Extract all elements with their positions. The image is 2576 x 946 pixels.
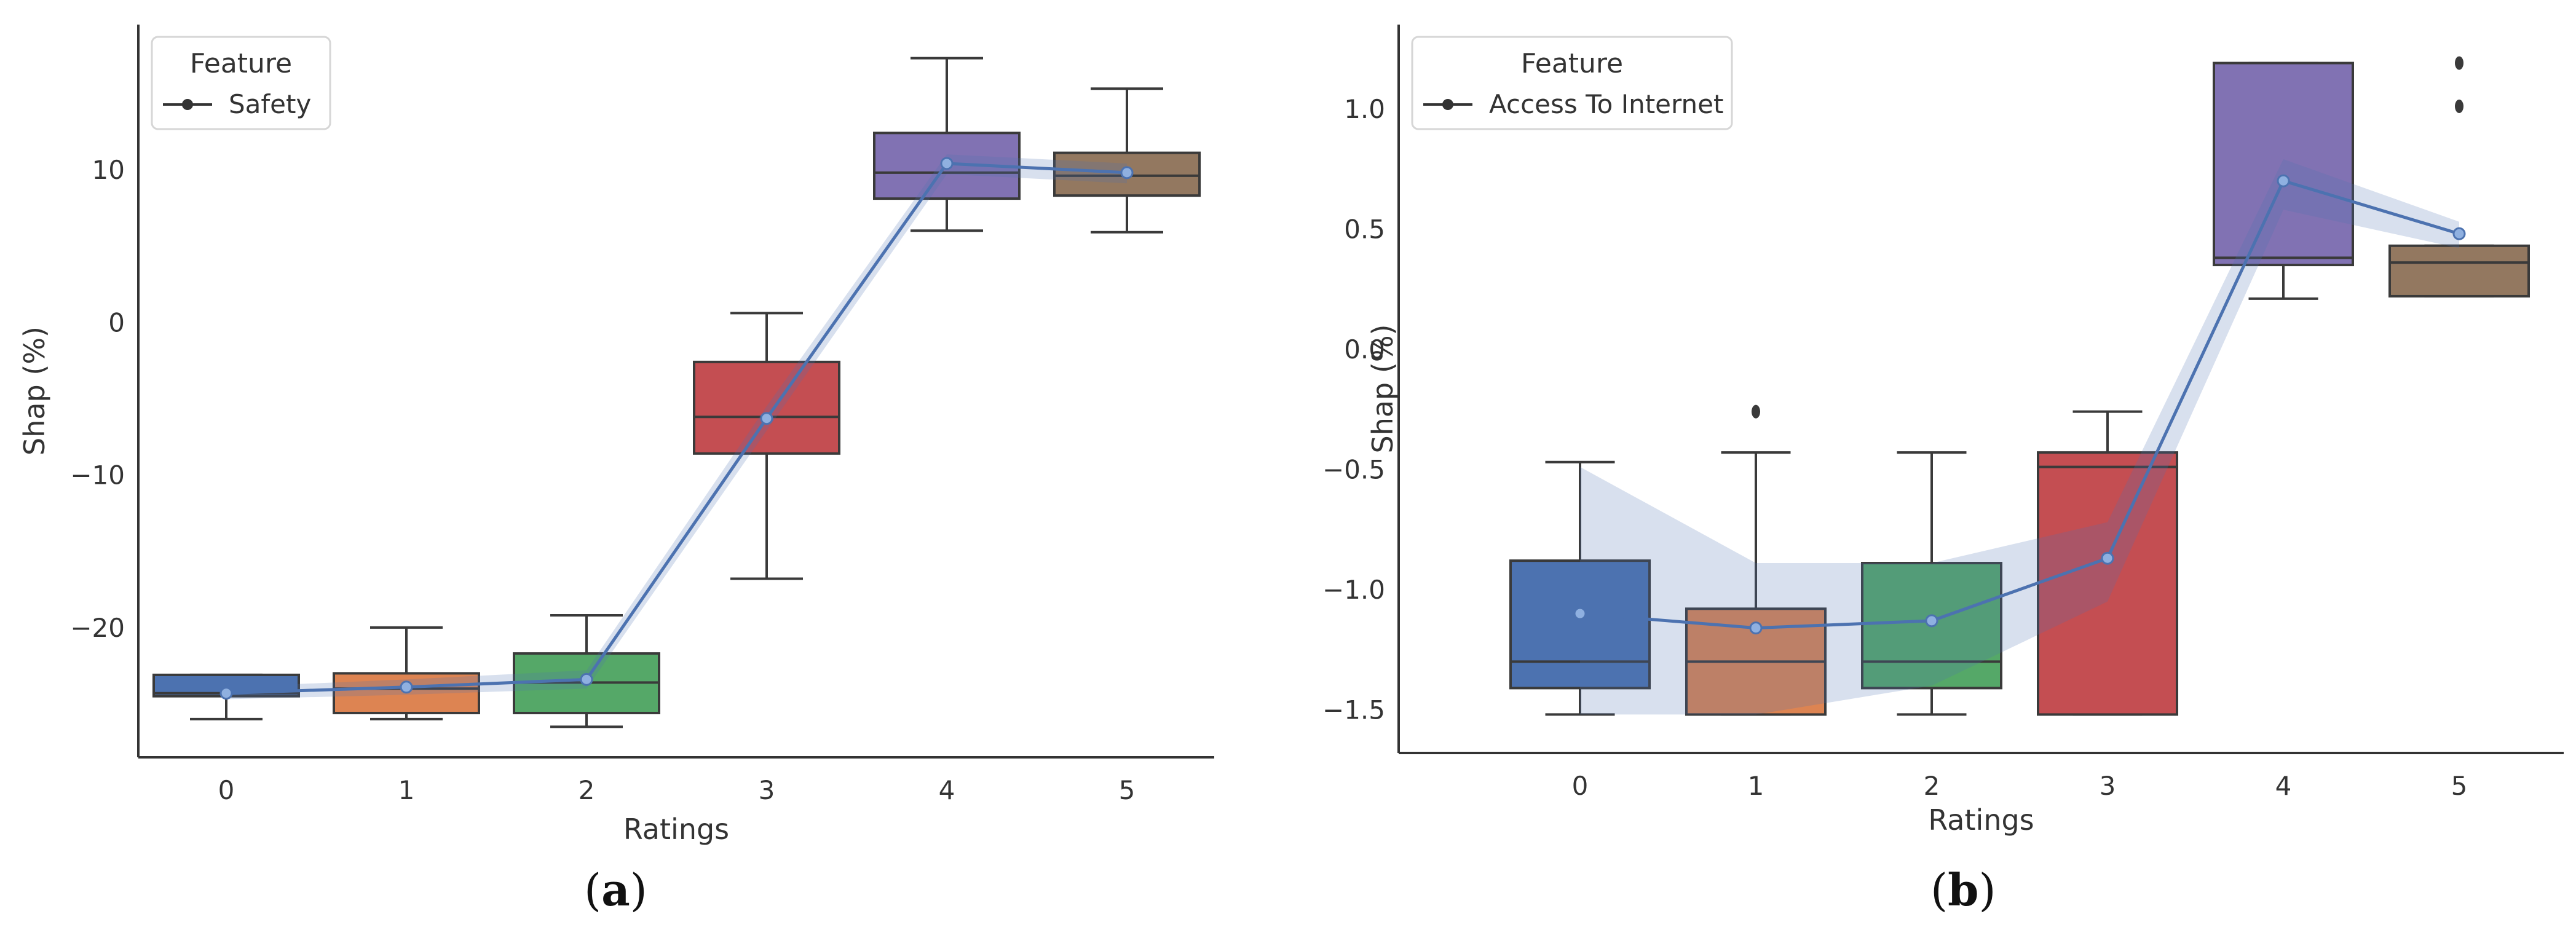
x-axis-title: Ratings <box>623 813 729 846</box>
x-tick-label: 3 <box>2100 771 2116 801</box>
mean-point <box>400 680 413 694</box>
y-tick-label: 0 <box>108 307 125 337</box>
legend-entry-label: Safety <box>229 89 311 119</box>
box-body <box>1053 151 1201 197</box>
y-tick-label: −1.0 <box>1322 575 1385 605</box>
y-tick-label: 0.0 <box>1344 334 1385 365</box>
legend-box <box>151 36 331 130</box>
box-1 <box>333 626 480 720</box>
mean-point <box>2277 174 2290 187</box>
x-tick-label: 2 <box>579 775 595 805</box>
box-4 <box>873 57 1021 232</box>
mean-point <box>580 672 593 686</box>
y-axis-title: Shap (%) <box>1366 325 1399 454</box>
mean-point <box>219 687 233 700</box>
mean-point <box>940 157 954 170</box>
y-tick-label: 10 <box>92 155 125 185</box>
legend-dot-marker <box>182 99 193 110</box>
x-tick-label: 3 <box>759 775 775 805</box>
caption-a: (a) <box>584 864 647 916</box>
y-tick-label: −20 <box>70 613 125 643</box>
box-body <box>2037 451 2178 716</box>
caption-b: (b) <box>1930 864 1996 916</box>
chart-panel-b: 1.0 0.5 0.0 −0.5 −1.0 −1.5 0 1 2 3 4 5 Ratings Shap (… <box>1322 25 2564 837</box>
box-body <box>1509 559 1651 690</box>
mean-point <box>1573 607 1587 620</box>
box-4 <box>2213 61 2354 300</box>
box-5 <box>2388 56 2530 298</box>
x-tick-label: 2 <box>1924 771 1940 801</box>
y-tick-label: −0.5 <box>1322 455 1385 485</box>
mean-point <box>1749 621 1763 635</box>
confidence-band <box>1580 159 2459 715</box>
chart-panel-a: 10 0 −10 −20 0 1 2 3 4 5 Ratings Shap (%) Feature Saf… <box>18 25 1214 846</box>
mean-point <box>1120 166 1134 179</box>
caption-b-letter: b <box>1948 864 1979 916</box>
x-tick-label: 0 <box>218 775 235 805</box>
outlier-point <box>2455 99 2463 113</box>
mean-line <box>226 162 1128 695</box>
legend: Feature Safety <box>151 36 331 130</box>
caption-a-letter: a <box>601 864 630 916</box>
x-axis-title: Ratings <box>1928 803 2034 837</box>
y-tick-label: 1.0 <box>1344 94 1385 124</box>
box-body <box>2388 244 2530 298</box>
mean-point <box>2452 227 2466 240</box>
confidence-band <box>226 154 1127 700</box>
legend-dot-marker <box>1442 99 1453 110</box>
box-3 <box>2037 410 2178 716</box>
x-tick-label: 4 <box>2275 771 2292 801</box>
y-axis-title: Shap (%) <box>18 326 51 455</box>
box-5 <box>1053 87 1201 234</box>
mean-point <box>760 412 773 425</box>
box-body <box>2213 61 2354 267</box>
y-tick-label: 0.5 <box>1344 214 1385 244</box>
legend: Feature Access To Internet <box>1411 36 1733 130</box>
box-body <box>693 360 840 455</box>
x-tick-label: 0 <box>1572 771 1589 801</box>
mean-point <box>1925 614 1938 628</box>
y-tick-label: −1.5 <box>1322 695 1385 725</box>
x-tick-label: 5 <box>1119 775 1136 805</box>
x-tick-label: 1 <box>1748 771 1764 801</box>
y-tick-label: −10 <box>70 460 125 491</box>
legend-title: Feature <box>1521 48 1623 79</box>
box-0 <box>1509 460 1651 716</box>
x-tick-label: 5 <box>2451 771 2468 801</box>
legend-entry-label: Access To Internet <box>1489 89 1723 119</box>
legend-title: Feature <box>190 48 292 79</box>
x-tick-label: 4 <box>939 775 955 805</box>
mean-point <box>2101 551 2114 565</box>
x-tick-label: 1 <box>398 775 415 805</box>
outlier-point <box>2455 56 2463 70</box>
mean-line <box>1579 179 2460 630</box>
legend-box <box>1411 36 1733 130</box>
outlier-point <box>1752 404 1760 419</box>
